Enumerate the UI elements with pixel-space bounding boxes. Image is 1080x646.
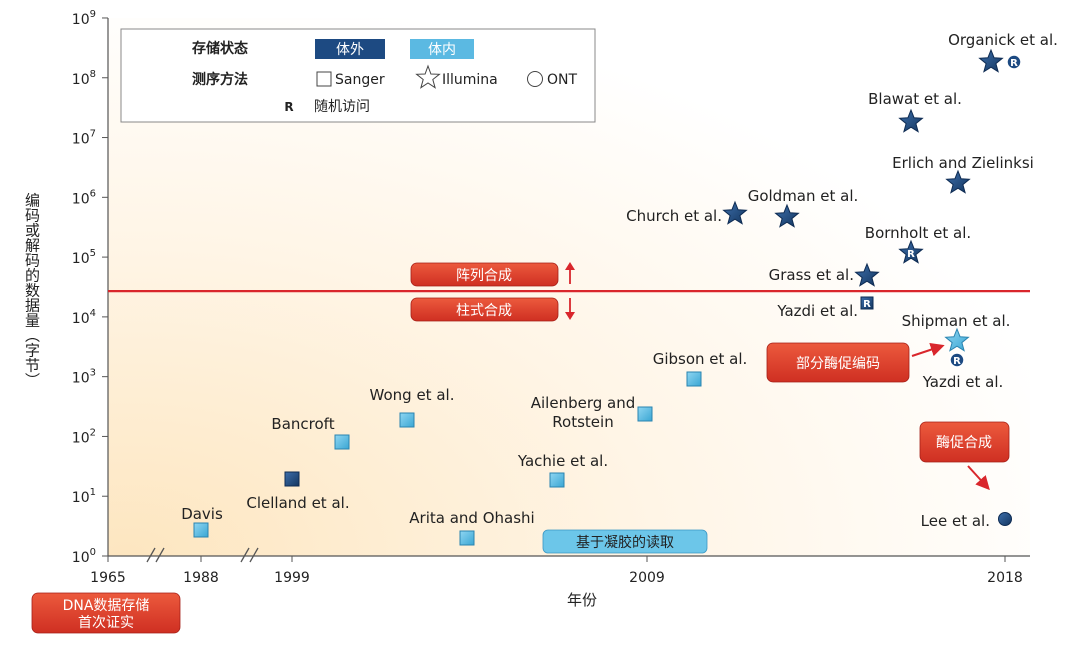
point-marker-star xyxy=(978,48,1004,73)
y-tick-label: 105 xyxy=(72,248,96,267)
x-tick-label: 1988 xyxy=(183,570,219,586)
x-axis-label: 年份 xyxy=(567,591,597,609)
point-marker-star xyxy=(898,239,924,264)
point-labels: Davis Clelland et al. Bancroft Wong et al. A… xyxy=(181,31,1058,530)
point-label: Blawat et al. xyxy=(868,90,962,108)
point-label: Gibson et al. xyxy=(653,350,748,368)
svg-text:DNA数据存储: DNA数据存储 xyxy=(63,598,150,614)
y-tick-label: 100 xyxy=(72,547,96,566)
point-label: Church et al. xyxy=(626,207,722,225)
legend-illumina-label: Illumina xyxy=(442,72,498,88)
point-label: Ailenberg and xyxy=(531,394,636,412)
legend: 存储状态 体外 体内 测序方法 Sanger Illumina ONT R 随机… xyxy=(120,28,596,123)
legend-random-access-label: 随机访问 xyxy=(314,99,370,115)
synthesis-direction-arrows xyxy=(565,262,575,320)
point-label: Yachie et al. xyxy=(517,452,608,470)
point-marker-square xyxy=(860,296,874,310)
random-access-badge-circle xyxy=(949,352,965,368)
point-label: Organick et al. xyxy=(948,31,1058,49)
x-tick-label: 1999 xyxy=(274,570,310,586)
y-tick-label: 104 xyxy=(72,308,96,327)
x-tick-label: 1965 xyxy=(90,570,126,586)
point-marker-star xyxy=(945,169,971,194)
y-ticks: 100 101 102 103 104 105 106 107 108 109 xyxy=(72,9,108,566)
svg-text:柱式合成: 柱式合成 xyxy=(456,303,512,319)
point-marker-square xyxy=(399,412,415,428)
point-label: Erlich and Zielinksi xyxy=(892,154,1034,172)
random-access-badge: R xyxy=(907,249,915,260)
axis-break-2 xyxy=(240,547,259,563)
legend-in-vitro-label: 体外 xyxy=(336,42,364,58)
point-label: Grass et al. xyxy=(769,266,854,284)
enzymatic-partial-arrow xyxy=(911,342,945,357)
point-marker-square xyxy=(686,371,702,387)
point-marker-square xyxy=(334,434,350,450)
svg-text:部分酶促编码: 部分酶促编码 xyxy=(796,356,880,372)
x-tick-label: 2018 xyxy=(987,570,1023,586)
point-label: Wong et al. xyxy=(370,386,455,404)
point-marker-square xyxy=(549,472,565,488)
x-tick-label: 2009 xyxy=(629,570,665,586)
y-tick-label: 102 xyxy=(72,427,96,446)
gel-readout-box: 基于凝胶的读取 xyxy=(542,529,708,554)
point-label: Bancroft xyxy=(271,415,334,433)
point-marker-circle xyxy=(998,512,1012,526)
random-access-badge-circle xyxy=(1006,54,1022,70)
point-label: Yazdi et al. xyxy=(776,302,858,320)
point-label: Goldman et al. xyxy=(748,187,859,205)
point-marker-square xyxy=(284,471,300,487)
point-marker-star xyxy=(854,262,880,287)
legend-storage-title: 存储状态 xyxy=(192,40,248,57)
y-tick-label: 107 xyxy=(72,129,96,148)
point-label: Shipman et al. xyxy=(902,312,1011,330)
random-access-badge: R xyxy=(953,356,961,367)
legend-in-vivo-label: 体内 xyxy=(428,42,456,58)
y-axis-label: 编码或解码的数据量（字节） xyxy=(23,193,41,388)
y-tick-label: 109 xyxy=(72,9,96,28)
y-tick-label: 106 xyxy=(72,188,96,207)
data-points: R R R R xyxy=(193,48,1022,546)
enzymatic-synthesis-callout: 酶促合成 xyxy=(919,421,1010,463)
point-marker-square xyxy=(637,406,653,422)
point-label: Rotstein xyxy=(552,413,613,431)
svg-text:首次证实: 首次证实 xyxy=(78,615,134,631)
point-label: Yazdi et al. xyxy=(922,373,1004,391)
point-label: Lee et al. xyxy=(921,512,990,530)
enzymatic-synthesis-arrow xyxy=(967,465,990,491)
svg-text:基于凝胶的读取: 基于凝胶的读取 xyxy=(576,534,674,551)
point-label: Davis xyxy=(181,505,223,523)
column-synthesis-callout: 柱式合成 xyxy=(410,297,559,322)
legend-sanger-label: Sanger xyxy=(335,72,385,88)
svg-text:阵列合成: 阵列合成 xyxy=(456,268,512,284)
legend-sequencing-title: 测序方法 xyxy=(192,71,248,88)
point-marker-star xyxy=(898,108,924,133)
legend-ont-label: ONT xyxy=(547,72,577,88)
y-tick-label: 103 xyxy=(72,368,96,387)
enzymatic-partial-callout: 部分酶促编码 xyxy=(766,342,910,383)
legend-illumina-swatch xyxy=(415,64,441,89)
x-ticks: 1965 1988 1999 2009 2018 xyxy=(90,556,1023,586)
y-tick-label: 101 xyxy=(72,487,96,506)
array-synthesis-callout: 阵列合成 xyxy=(410,262,559,287)
legend-ont-swatch xyxy=(527,71,543,87)
point-marker-square xyxy=(459,530,475,546)
legend-in-vivo-swatch xyxy=(410,39,474,59)
point-marker-star xyxy=(944,327,970,352)
random-access-badge: R xyxy=(863,299,871,310)
point-marker-square xyxy=(193,522,209,538)
legend-random-access-symbol: R xyxy=(284,100,293,114)
first-demo-callout: DNA数据存储 首次证实 xyxy=(31,592,181,634)
point-label: Clelland et al. xyxy=(246,494,349,512)
point-marker-star xyxy=(722,200,748,225)
point-marker-star xyxy=(774,203,800,228)
random-access-badge: R xyxy=(1010,58,1018,69)
legend-sanger-swatch xyxy=(316,71,332,87)
legend-in-vitro-swatch xyxy=(315,39,385,59)
svg-text:酶促合成: 酶促合成 xyxy=(936,435,992,451)
point-label: Arita and Ohashi xyxy=(409,509,534,527)
point-label: Bornholt et al. xyxy=(865,224,971,242)
axis-break-1 xyxy=(146,547,165,563)
y-tick-label: 108 xyxy=(72,69,96,88)
